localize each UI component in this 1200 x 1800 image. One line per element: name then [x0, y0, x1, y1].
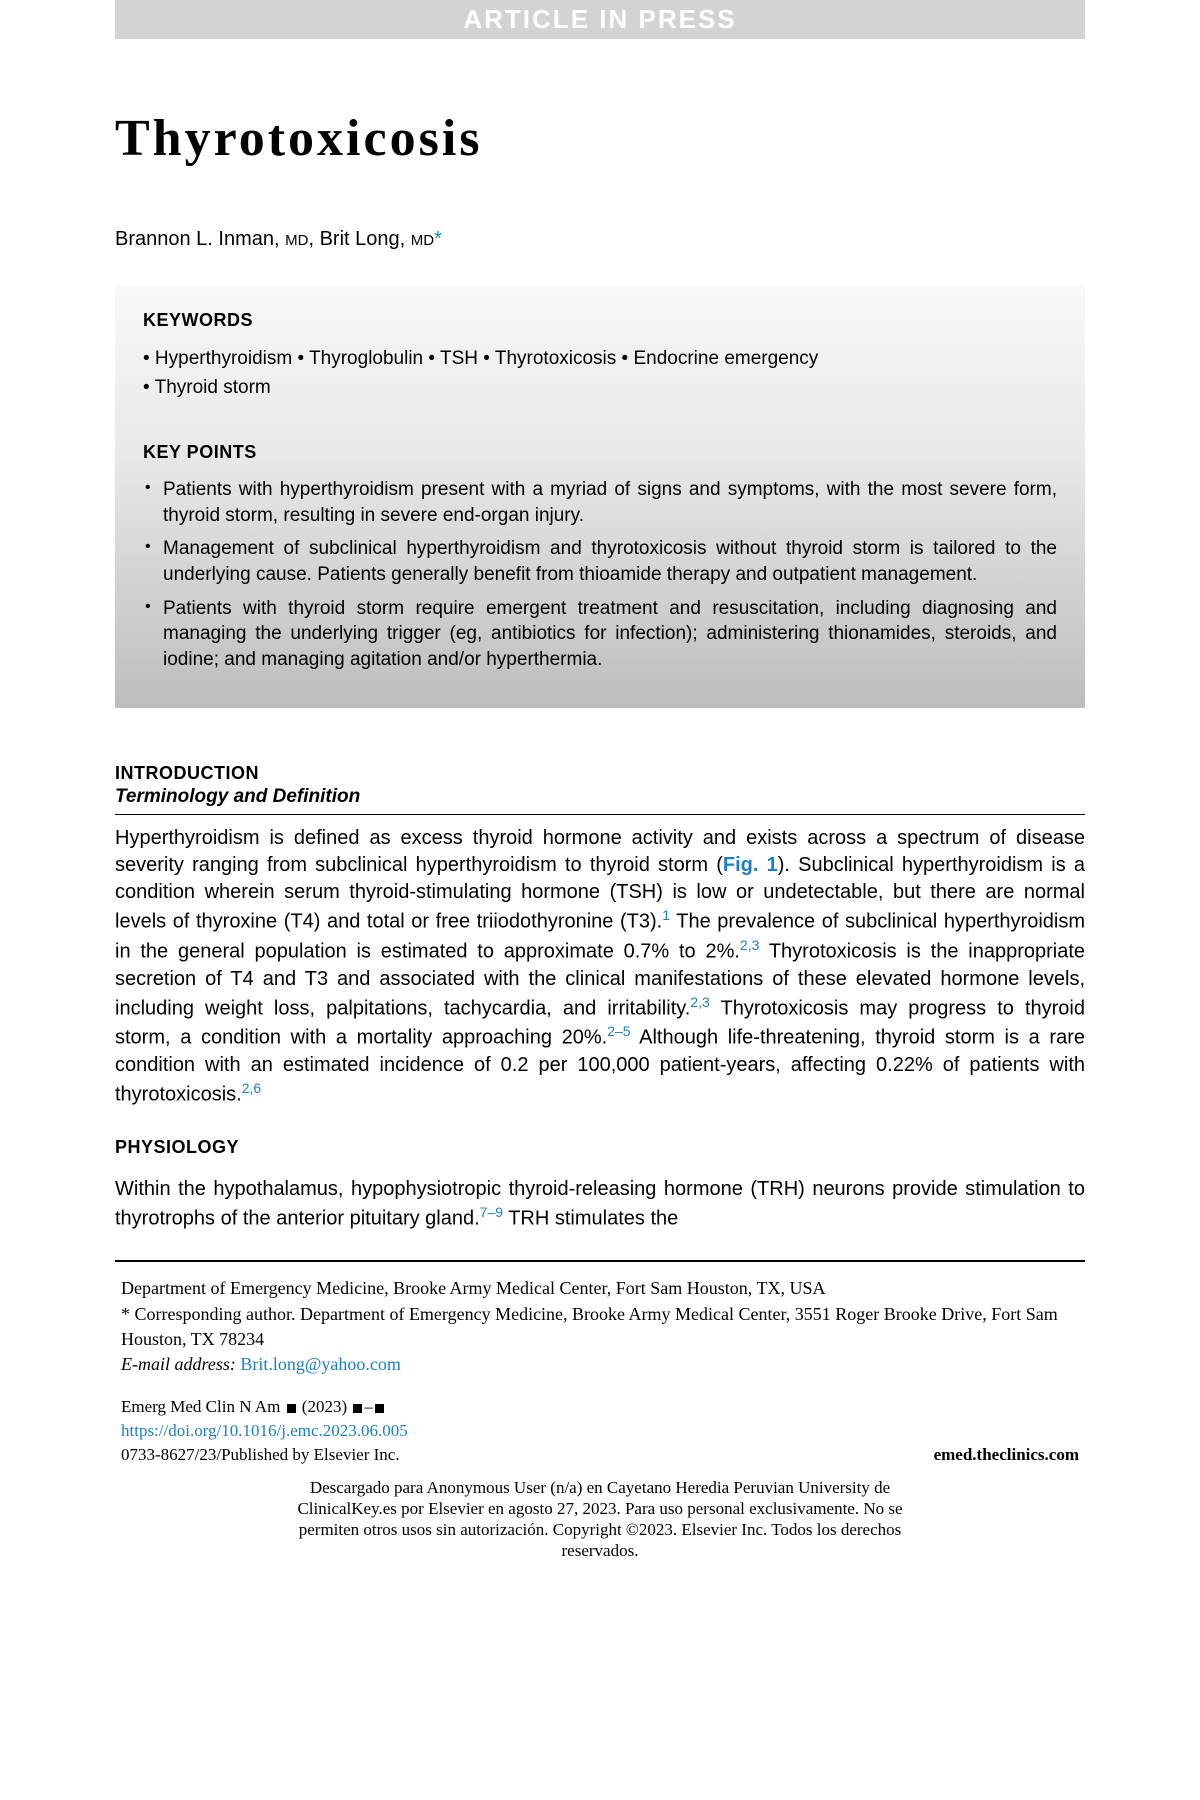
affiliation-line-1: Department of Emergency Medicine, Brooke…	[121, 1276, 1079, 1301]
introduction-heading: INTRODUCTION	[115, 763, 1085, 784]
keypoint-item: Management of subclinical hyperthyroidis…	[143, 536, 1057, 587]
footer-rule	[115, 1260, 1085, 1262]
doi-link[interactable]: https://doi.org/10.1016/j.emc.2023.06.00…	[121, 1419, 408, 1443]
introduction-paragraph: Hyperthyroidism is defined as excess thy…	[115, 825, 1085, 1108]
keypoint-item: Patients with hyperthyroidism present wi…	[143, 477, 1057, 528]
pub-year: (2023)	[298, 1397, 352, 1416]
citation[interactable]: 2,3	[740, 937, 759, 953]
citation[interactable]: 1	[662, 907, 670, 923]
physiology-text: TRH stimulates the	[503, 1207, 678, 1229]
affiliation-line-2: * Corresponding author. Department of Em…	[121, 1302, 1079, 1352]
article-page: ARTICLE IN PRESS Thyrotoxicosis Brannon …	[0, 0, 1200, 1592]
corresponding-star: *	[434, 228, 442, 250]
citation[interactable]: 2–5	[607, 1023, 630, 1039]
keywords-line-2: • Thyroid storm	[143, 374, 1057, 403]
citation[interactable]: 2,6	[242, 1080, 261, 1096]
article-in-press-banner: ARTICLE IN PRESS	[115, 0, 1085, 39]
keywords-keypoints-box: KEYWORDS • Hyperthyroidism • Thyroglobul…	[115, 286, 1085, 708]
keywords-heading: KEYWORDS	[143, 310, 1057, 331]
keypoint-item: Patients with thyroid storm require emer…	[143, 596, 1057, 673]
issn-line: 0733-8627/23/Published by Elsevier Inc.	[121, 1443, 408, 1467]
pub-left: Emerg Med Clin N Am (2023) – https://doi…	[121, 1395, 408, 1466]
author-1-degree: MD	[285, 232, 308, 249]
introduction-section: INTRODUCTION Terminology and Definition …	[115, 763, 1085, 1108]
introduction-subheading: Terminology and Definition	[115, 786, 1085, 815]
keywords-list: • Hyperthyroidism • Thyroglobulin • TSH …	[143, 345, 1057, 402]
authors-line: Brannon L. Inman, MD, Brit Long, MD*	[115, 228, 1085, 251]
journal-name: Emerg Med Clin N Am	[121, 1397, 285, 1416]
journal-citation: Emerg Med Clin N Am (2023) –	[121, 1395, 408, 1419]
author-1: Brannon L. Inman,	[115, 228, 285, 250]
email-line: E-mail address: Brit.long@yahoo.com	[121, 1352, 1079, 1377]
placeholder-square-icon	[375, 1404, 384, 1413]
keypoints-list: Patients with hyperthyroidism present wi…	[143, 477, 1057, 672]
author-2-degree: MD	[411, 232, 434, 249]
publication-info: Emerg Med Clin N Am (2023) – https://doi…	[115, 1377, 1085, 1466]
email-address[interactable]: Brit.long@yahoo.com	[240, 1354, 401, 1374]
email-label: E-mail address:	[121, 1354, 240, 1374]
article-title: Thyrotoxicosis	[115, 109, 1085, 168]
placeholder-square-icon	[287, 1404, 296, 1413]
author-sep: ,	[308, 228, 319, 250]
keywords-line-1: • Hyperthyroidism • Thyroglobulin • TSH …	[143, 345, 1057, 374]
physiology-paragraph: Within the hypothalamus, hypophysiotropi…	[115, 1176, 1085, 1233]
citation[interactable]: 7–9	[480, 1204, 503, 1220]
author-2: Brit Long,	[320, 228, 411, 250]
physiology-section: PHYSIOLOGY Within the hypothalamus, hypo…	[115, 1137, 1085, 1233]
placeholder-square-icon	[353, 1404, 362, 1413]
clinics-website[interactable]: emed.theclinics.com	[934, 1443, 1079, 1467]
figure-reference[interactable]: Fig. 1	[723, 854, 778, 876]
physiology-heading: PHYSIOLOGY	[115, 1137, 1085, 1158]
keypoints-heading: KEY POINTS	[143, 442, 1057, 463]
affiliation-block: Department of Emergency Medicine, Brooke…	[115, 1276, 1085, 1377]
download-notice: Descargado para Anonymous User (n/a) en …	[115, 1477, 1085, 1562]
citation[interactable]: 2,3	[690, 994, 709, 1010]
